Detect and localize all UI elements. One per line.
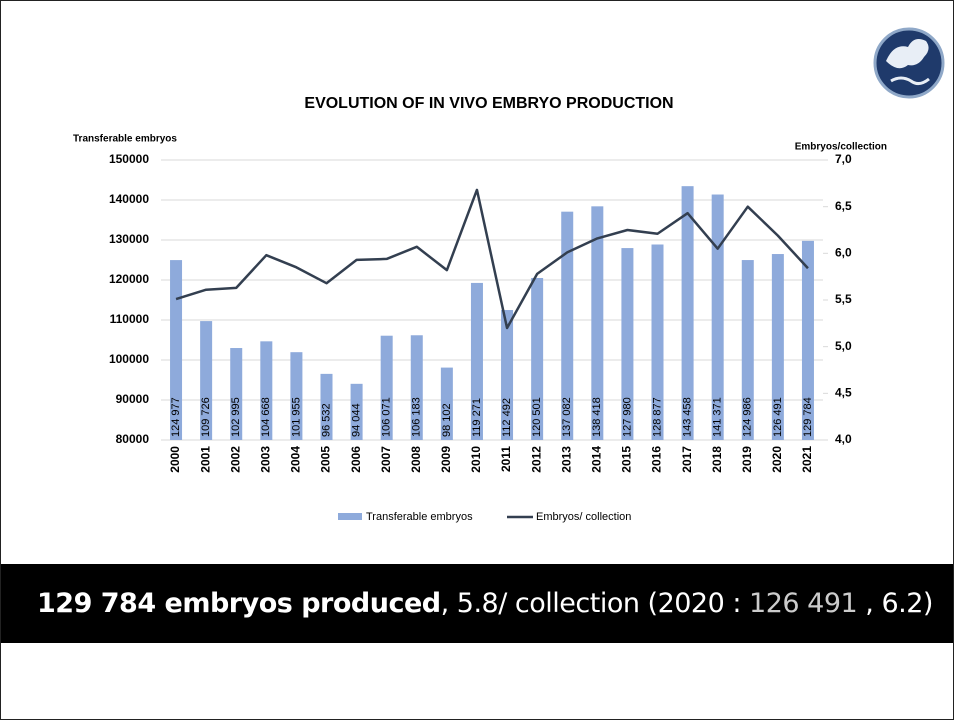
y-tick-label: 90000 (116, 392, 150, 406)
data-label: 124 986 (742, 397, 754, 437)
y2-tick-label: 4,0 (835, 432, 852, 446)
x-tick-label: 2019 (740, 446, 754, 473)
x-tick-label: 2008 (409, 446, 423, 473)
bar (561, 211, 574, 440)
bar (470, 282, 483, 440)
y-tick-label: 130000 (109, 232, 149, 246)
bar (531, 277, 544, 440)
y2-tick-label: 4,5 (835, 386, 852, 400)
y2-tick-label: 5,0 (835, 339, 852, 353)
legend-label: Transferable embryos (366, 511, 473, 523)
bar (741, 260, 754, 440)
bar (440, 367, 453, 440)
x-tick-label: 2010 (469, 446, 483, 473)
data-label: 141 371 (712, 397, 724, 437)
x-tick-label: 2006 (349, 446, 363, 473)
bar (501, 310, 514, 440)
bar (711, 194, 724, 440)
y-tick-label: 110000 (110, 312, 150, 326)
data-label: 143 458 (681, 397, 693, 437)
y2-tick-label: 6,5 (835, 199, 852, 213)
logo (873, 27, 945, 99)
chart: EVOLUTION OF IN VIVO EMBRYO PRODUCTION T… (73, 27, 945, 523)
bar (380, 335, 393, 440)
bar (200, 321, 213, 440)
x-tick-label: 2009 (439, 446, 453, 473)
data-label: 101 955 (290, 397, 302, 437)
y-tick-label: 80000 (116, 432, 150, 446)
data-label: 119 271 (471, 398, 483, 437)
data-label: 102 995 (230, 397, 242, 437)
data-label: 98 102 (441, 403, 453, 437)
bar (621, 248, 634, 440)
summary-banner: 129 784 embryos produced, 5.8/ collectio… (1, 564, 953, 643)
x-tick-label: 2015 (620, 446, 634, 473)
line (175, 188, 809, 330)
banner-tail: , 6.2) (857, 588, 933, 619)
x-tick-label: 2020 (770, 446, 784, 473)
x-tick-label: 2011 (499, 446, 513, 472)
data-label: 129 784 (802, 397, 814, 437)
data-label: 106 071 (381, 397, 393, 437)
data-label: 126 491 (772, 397, 784, 437)
y2-axis-title: Embryos/collection (795, 142, 887, 153)
y-tick-label: 140000 (109, 192, 149, 206)
x-tick-label: 2013 (559, 446, 573, 473)
data-label: 128 877 (651, 397, 663, 437)
banner-value: 126 491 (749, 588, 858, 619)
x-tick-label: 2003 (258, 446, 272, 473)
data-label: 112 492 (501, 398, 513, 437)
x-tick-label: 2014 (589, 446, 603, 473)
bar (320, 373, 333, 440)
x-tick-label: 2017 (680, 446, 694, 473)
x-tick-label: 2004 (289, 446, 303, 473)
y-tick-label: 150000 (109, 152, 149, 166)
data-label: 96 532 (320, 403, 332, 437)
x-tick-label: 2000 (168, 446, 182, 473)
bar (170, 260, 183, 440)
data-label: 124 977 (170, 397, 182, 437)
x-tick-label: 2016 (650, 446, 664, 473)
x-tick-label: 2021 (800, 446, 814, 473)
legend-swatch (338, 513, 362, 520)
x-tick-label: 2001 (198, 446, 212, 473)
bar (230, 348, 243, 440)
y-axis-title: Transferable embryos (73, 134, 177, 145)
bar (801, 240, 814, 440)
banner-bold: 129 784 embryos produced (37, 588, 441, 619)
data-label: 109 726 (200, 397, 212, 437)
data-label: 120 501 (531, 397, 543, 437)
bar (681, 186, 694, 440)
data-label: 106 183 (411, 397, 423, 437)
y2-tick-label: 5,5 (835, 292, 852, 306)
x-tick-label: 2012 (529, 446, 543, 473)
y2-tick-label: 6,0 (835, 246, 852, 260)
y2-tick-label: 7,0 (835, 152, 852, 166)
bar (290, 352, 303, 440)
bar (350, 383, 363, 440)
x-tick-label: 2018 (710, 446, 724, 473)
bar (410, 335, 423, 440)
data-label: 138 418 (591, 397, 603, 437)
bar (771, 254, 784, 440)
data-label: 137 082 (561, 397, 573, 437)
x-tick-label: 2007 (379, 446, 393, 473)
x-tick-label: 2005 (319, 446, 333, 473)
y-tick-label: 100000 (109, 352, 149, 366)
y-tick-label: 120000 (109, 272, 149, 286)
bar (591, 206, 604, 440)
banner-text: , 5.8/ collection (2020 : (440, 588, 750, 619)
data-label: 94 044 (350, 403, 362, 437)
legend-label: Embryos/ collection (536, 511, 631, 523)
bar (651, 244, 664, 440)
data-label: 104 668 (260, 397, 272, 437)
chart-title: EVOLUTION OF IN VIVO EMBRYO PRODUCTION (304, 95, 673, 112)
data-label: 127 980 (621, 397, 633, 437)
x-tick-label: 2002 (228, 446, 242, 473)
bar (260, 341, 273, 440)
